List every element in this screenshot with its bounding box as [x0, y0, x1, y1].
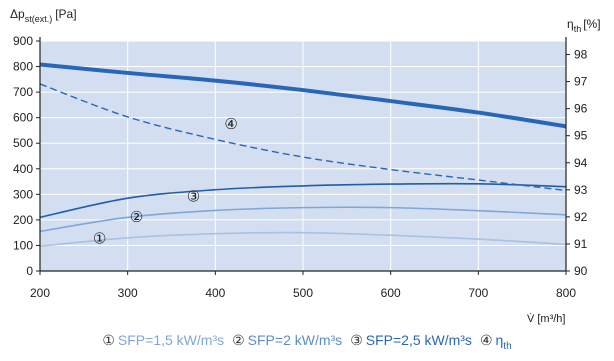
series-line-3 — [39, 206, 567, 233]
legend-text: SFP=2,5 kW/m³s — [365, 332, 472, 348]
series-line-2 — [39, 231, 567, 248]
legend-number: ① — [102, 332, 115, 348]
legend-text: η — [495, 332, 504, 348]
x-tick-label: 800 — [556, 286, 576, 300]
left-tick-label: 800 — [13, 60, 33, 74]
legend: ① SFP=1,5 kW/m³s ② SFP=2 kW/m³s ③ SFP=2,5 kW/… — [0, 332, 614, 352]
curve-marker-4: ④ — [224, 115, 237, 133]
series-group — [39, 62, 567, 248]
legend-item-2: ② SFP=2 kW/m³s — [232, 332, 342, 348]
left-tick-label: 400 — [13, 162, 33, 176]
series-line-4 — [39, 182, 567, 219]
left-tick-label: 200 — [13, 213, 33, 227]
right-tick-label: 94 — [574, 156, 588, 170]
legend-item-3: ③ SFP=2,5 kW/m³s — [350, 332, 472, 348]
legend-number: ④ — [479, 332, 493, 348]
left-axis-label: Δpst(ext.) [Pa] — [10, 7, 77, 24]
x-tick-label: 700 — [468, 286, 488, 300]
legend-item-1: ① SFP=1,5 kW/m³s — [102, 332, 224, 348]
curve-markers: ① ② ③ ④ — [93, 115, 238, 247]
x-tick-label: 500 — [293, 286, 313, 300]
right-tick-label: 92 — [574, 210, 588, 224]
series-line-1 — [39, 62, 567, 129]
legend-text: SFP=1,5 kW/m³s — [117, 332, 225, 348]
left-tick-label: 0 — [26, 264, 33, 278]
left-tick-label: 700 — [13, 85, 33, 99]
x-tick-label: 200 — [30, 286, 50, 300]
curve-marker-2: ② — [130, 208, 143, 226]
x-axis-label: V̇ [m³/h] — [527, 312, 565, 325]
left-tick-label: 100 — [13, 238, 33, 252]
right-tick-label: 98 — [574, 48, 588, 62]
curve-marker-1: ① — [93, 230, 106, 248]
left-tick-label: 300 — [13, 187, 33, 201]
x-tick-label: 600 — [381, 286, 401, 300]
left-tick-label: 500 — [13, 136, 33, 150]
curve-marker-3: ③ — [187, 187, 200, 205]
legend-subscript: th — [503, 340, 512, 352]
axes: 0 100 200 300 400 500 600 700 800 900 90 91 92 93 94 95… — [13, 34, 588, 300]
series-line-5 — [39, 83, 567, 192]
legend-item-4: ④ ηth — [479, 332, 512, 352]
legend-text: SFP=2 kW/m³s — [247, 332, 343, 348]
right-tick-label: 97 — [574, 75, 588, 89]
x-tick-label: 400 — [205, 286, 225, 300]
right-tick-label: 96 — [574, 102, 588, 116]
left-tick-label: 900 — [13, 34, 33, 48]
right-tick-label: 90 — [574, 264, 588, 278]
x-tick-label: 300 — [118, 286, 138, 300]
right-axis-label: ηth [%] — [567, 17, 601, 34]
legend-number: ③ — [350, 332, 363, 348]
right-tick-label: 91 — [574, 237, 588, 251]
right-tick-label: 95 — [574, 129, 588, 143]
right-tick-label: 93 — [574, 183, 588, 197]
legend-number: ② — [232, 332, 245, 348]
left-tick-label: 600 — [13, 111, 33, 125]
